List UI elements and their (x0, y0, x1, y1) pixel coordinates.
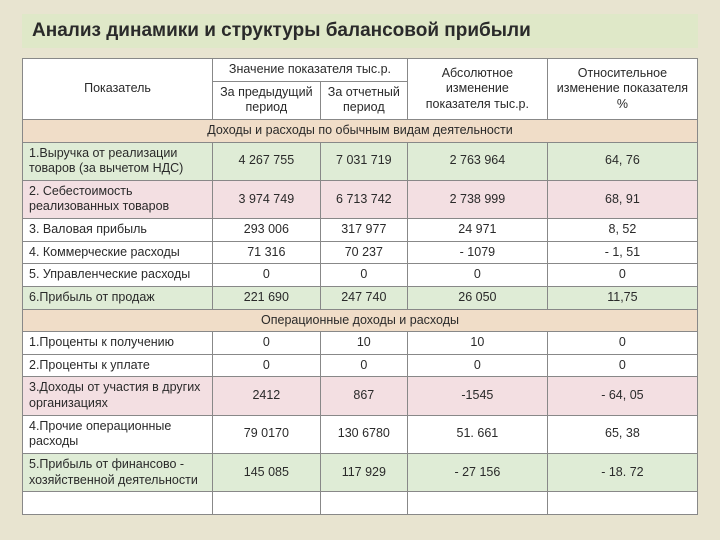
indicator-cell: 1.Проценты к получению (23, 332, 213, 355)
section-label-2: Операционные доходы и расходы (23, 309, 698, 332)
value-cell: 867 (320, 377, 407, 415)
value-cell: 71 316 (213, 241, 321, 264)
value-cell: 317 977 (320, 219, 407, 242)
indicator-cell: 4. Коммерческие расходы (23, 241, 213, 264)
value-cell: 6 713 742 (320, 180, 407, 218)
value-cell: -1545 (407, 377, 547, 415)
value-cell: 247 740 (320, 286, 407, 309)
value-cell: 2412 (213, 377, 321, 415)
value-cell: 117 929 (320, 453, 407, 491)
value-cell: - 1079 (407, 241, 547, 264)
value-cell: 24 971 (407, 219, 547, 242)
empty-cell (23, 492, 213, 515)
value-cell: - 27 156 (407, 453, 547, 491)
indicator-cell: 3. Валовая прибыль (23, 219, 213, 242)
value-cell: 7 031 719 (320, 142, 407, 180)
section-label-1: Доходы и расходы по обычным видам деятел… (23, 119, 698, 142)
value-cell: 70 237 (320, 241, 407, 264)
table-row: 4.Прочие операционные расходы 79 0170 13… (23, 415, 698, 453)
value-cell: 145 085 (213, 453, 321, 491)
table-row: 3. Валовая прибыль 293 006 317 977 24 97… (23, 219, 698, 242)
indicator-cell: 5.Прибыль от финансово - хозяйственной д… (23, 453, 213, 491)
empty-cell (407, 492, 547, 515)
value-cell: 0 (213, 264, 321, 287)
value-cell: 65, 38 (547, 415, 697, 453)
table-row: 5. Управленческие расходы 0 0 0 0 (23, 264, 698, 287)
table-row: 3.Доходы от участия в других организация… (23, 377, 698, 415)
value-cell: 0 (407, 264, 547, 287)
hdr-value-group: Значение показателя тыс.р. (213, 59, 408, 82)
profit-table: Показатель Значение показателя тыс.р. Аб… (22, 58, 698, 515)
indicator-cell: 6.Прибыль от продаж (23, 286, 213, 309)
hdr-rel: Относительное изменение показателя % (547, 59, 697, 120)
value-cell: 293 006 (213, 219, 321, 242)
hdr-abs: Абсолютное изменение показателя тыс.р. (407, 59, 547, 120)
empty-cell (213, 492, 321, 515)
value-cell: 2 738 999 (407, 180, 547, 218)
value-cell: 0 (213, 354, 321, 377)
value-cell: 0 (547, 354, 697, 377)
value-cell: - 18. 72 (547, 453, 697, 491)
value-cell: 0 (213, 332, 321, 355)
table-row: 1.Проценты к получению 0 10 10 0 (23, 332, 698, 355)
value-cell: 64, 76 (547, 142, 697, 180)
value-cell: 10 (320, 332, 407, 355)
indicator-cell: 1.Выручка от реализации товаров (за выче… (23, 142, 213, 180)
empty-cell (320, 492, 407, 515)
value-cell: 51. 661 (407, 415, 547, 453)
value-cell: 0 (407, 354, 547, 377)
hdr-indicator: Показатель (23, 59, 213, 120)
value-cell: 221 690 (213, 286, 321, 309)
section-row-2: Операционные доходы и расходы (23, 309, 698, 332)
value-cell: 0 (547, 264, 697, 287)
indicator-cell: 5. Управленческие расходы (23, 264, 213, 287)
indicator-cell: 2.Проценты к уплате (23, 354, 213, 377)
indicator-cell: 3.Доходы от участия в других организация… (23, 377, 213, 415)
value-cell: 2 763 964 (407, 142, 547, 180)
value-cell: 0 (320, 354, 407, 377)
value-cell: 3 974 749 (213, 180, 321, 218)
indicator-cell: 2. Себестоимость реализованных товаров (23, 180, 213, 218)
value-cell: 26 050 (407, 286, 547, 309)
section-row-1: Доходы и расходы по обычным видам деятел… (23, 119, 698, 142)
value-cell: 68, 91 (547, 180, 697, 218)
empty-cell (547, 492, 697, 515)
value-cell: 10 (407, 332, 547, 355)
value-cell: 79 0170 (213, 415, 321, 453)
value-cell: 4 267 755 (213, 142, 321, 180)
value-cell: - 64, 05 (547, 377, 697, 415)
value-cell: 130 6780 (320, 415, 407, 453)
value-cell: 11,75 (547, 286, 697, 309)
indicator-cell: 4.Прочие операционные расходы (23, 415, 213, 453)
table-row: 1.Выручка от реализации товаров (за выче… (23, 142, 698, 180)
hdr-curr: За отчетный период (320, 81, 407, 119)
header-row-1: Показатель Значение показателя тыс.р. Аб… (23, 59, 698, 82)
value-cell: - 1, 51 (547, 241, 697, 264)
empty-row (23, 492, 698, 515)
value-cell: 0 (320, 264, 407, 287)
table-row: 2.Проценты к уплате 0 0 0 0 (23, 354, 698, 377)
table-row: 2. Себестоимость реализованных товаров 3… (23, 180, 698, 218)
page-title: Анализ динамики и структуры балансовой п… (22, 14, 698, 48)
value-cell: 0 (547, 332, 697, 355)
table-row: 4. Коммерческие расходы 71 316 70 237 - … (23, 241, 698, 264)
table-row: 5.Прибыль от финансово - хозяйственной д… (23, 453, 698, 491)
value-cell: 8, 52 (547, 219, 697, 242)
table-row: 6.Прибыль от продаж 221 690 247 740 26 0… (23, 286, 698, 309)
hdr-prev: За предыдущий период (213, 81, 321, 119)
